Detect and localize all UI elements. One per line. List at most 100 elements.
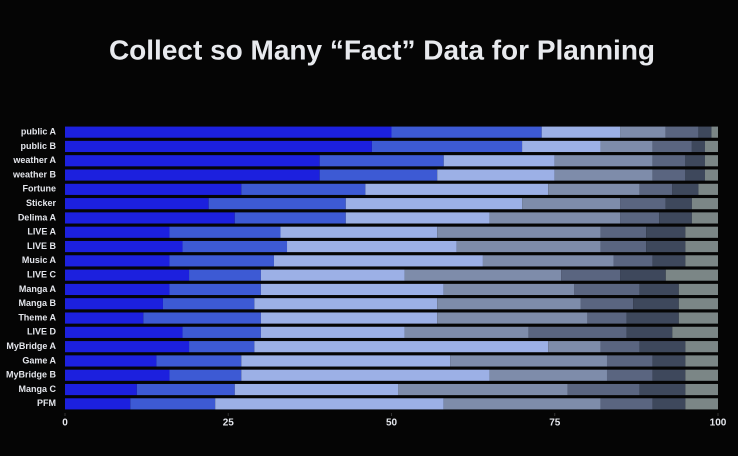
bar-segment: [646, 240, 686, 253]
y-tick-label: Sticker: [26, 198, 57, 208]
bar-segment: [626, 326, 673, 338]
bar-segment: [691, 212, 718, 224]
bar-segment: [620, 212, 660, 224]
bar-segment: [65, 355, 157, 367]
bar-segment: [143, 312, 261, 324]
bar-segment: [600, 398, 653, 410]
bar-segment: [162, 298, 255, 310]
bar-segment: [65, 283, 170, 296]
bar-segment: [65, 369, 170, 381]
bar-segment: [189, 269, 261, 281]
bar-segment: [260, 312, 438, 324]
bar-segment: [234, 383, 399, 396]
bar-segment: [65, 198, 209, 210]
y-tick-label: public B: [21, 141, 57, 151]
bar-segment: [241, 369, 490, 381]
bar-segment: [130, 398, 216, 410]
bar-segment: [437, 312, 588, 324]
bar-segment: [698, 183, 718, 195]
y-tick-label: public A: [21, 127, 57, 137]
bar-segment: [672, 183, 699, 195]
bar-segment: [241, 183, 366, 195]
bar-segment: [65, 269, 190, 281]
bar-segment: [600, 341, 640, 353]
bar-segment: [437, 169, 555, 181]
bar-segment: [65, 240, 183, 253]
bar-segment: [65, 183, 242, 195]
bar-segment: [652, 398, 686, 410]
bar-segment: [404, 269, 562, 281]
bar-segment: [652, 369, 686, 381]
bar-segment: [678, 283, 718, 296]
y-tick-label: LIVE D: [27, 327, 57, 337]
bar-segment: [600, 240, 647, 253]
y-tick-label: Delima A: [18, 212, 57, 222]
bar-segment: [678, 312, 718, 324]
bar-segment: [685, 226, 718, 238]
bar-segment: [639, 283, 679, 296]
bar-segment: [260, 326, 405, 338]
bar-segment: [554, 169, 653, 181]
x-tick-label: 100: [710, 418, 727, 429]
bar-segment: [169, 255, 274, 267]
bar-segment: [215, 398, 444, 410]
bar-segment: [398, 383, 568, 396]
bar-segment: [580, 298, 634, 310]
bar-segment: [65, 398, 131, 410]
bar-segment: [646, 226, 686, 238]
bar-segment: [182, 326, 261, 338]
y-tick-label: MyBridge B: [6, 370, 57, 380]
bar-segment: [450, 355, 607, 367]
bar-segment: [685, 355, 718, 367]
bar-segment: [65, 255, 170, 267]
y-tick-label: weather A: [12, 155, 56, 165]
bar-segment: [136, 383, 235, 396]
bar-segment: [548, 341, 601, 353]
bar-segment: [652, 255, 686, 267]
y-tick-label: Music A: [22, 255, 57, 265]
bar-segment: [704, 140, 718, 153]
bar-segment: [613, 255, 653, 267]
bar-segment: [273, 255, 483, 267]
bar-segment: [254, 298, 438, 310]
bar-segment: [443, 283, 575, 296]
x-tick-label: 25: [223, 418, 235, 429]
bar-segment: [319, 155, 444, 167]
bar-segment: [665, 198, 692, 210]
bar-segment: [620, 269, 666, 281]
bar-segment: [287, 240, 457, 253]
bar-segment: [522, 198, 621, 210]
bar-segment: [541, 126, 621, 138]
bar-segment: [704, 169, 718, 181]
bar-segment: [254, 341, 549, 353]
bar-segment: [600, 140, 653, 153]
bar-segment: [65, 326, 183, 338]
bar-segment: [665, 126, 699, 138]
x-tick-label: 50: [386, 418, 398, 429]
bar-segment: [561, 269, 621, 281]
bar-segment: [685, 155, 705, 167]
bar-segment: [639, 383, 686, 396]
bar-segment: [437, 298, 581, 310]
bar-segment: [345, 212, 490, 224]
bar-segment: [260, 283, 444, 296]
bar-segment: [371, 140, 523, 153]
y-tick-label: MyBridge A: [6, 341, 56, 351]
bar-segment: [443, 155, 555, 167]
y-tick-label: Game A: [22, 355, 56, 365]
bar-segment: [678, 298, 718, 310]
bar-segment: [443, 398, 601, 410]
bar-segment: [189, 341, 255, 353]
bar-segment: [574, 283, 640, 296]
bar-segment: [685, 169, 705, 181]
bar-segment: [554, 155, 653, 167]
y-tick-label: Theme A: [18, 312, 56, 322]
bar-segment: [437, 226, 601, 238]
bar-segment: [704, 155, 718, 167]
bar-segment: [260, 269, 405, 281]
bar-segment: [691, 140, 705, 153]
y-tick-label: LIVE C: [27, 270, 57, 280]
y-tick-label: LIVE B: [27, 241, 57, 251]
bar-segment: [482, 255, 614, 267]
